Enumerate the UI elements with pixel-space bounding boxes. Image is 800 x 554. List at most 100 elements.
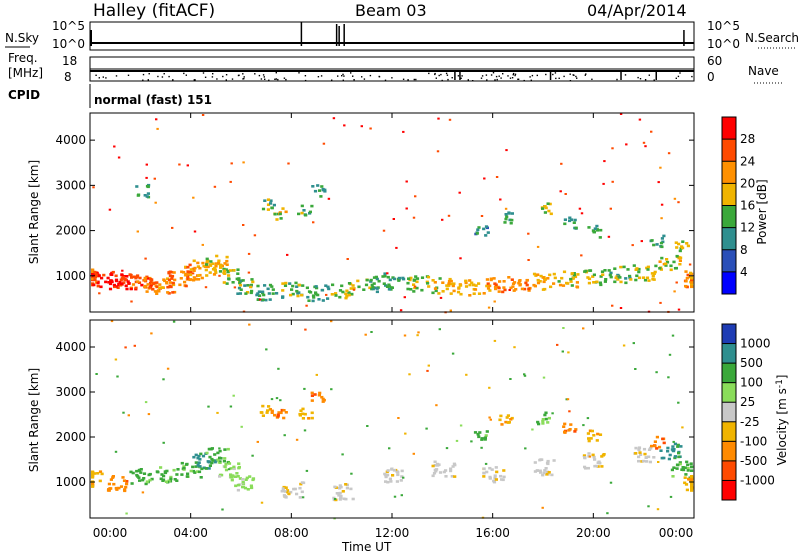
heatmap-cell <box>96 281 100 285</box>
cpid-mode: normal (fast) 151 <box>94 93 212 107</box>
heatmap-cell <box>223 465 227 469</box>
heatmap-cell <box>417 331 420 334</box>
heatmap-cell <box>464 281 468 285</box>
heatmap-cell <box>155 281 159 284</box>
heatmap-cell <box>232 269 236 272</box>
heatmap-cell <box>344 292 348 296</box>
heatmap-cell <box>129 470 133 474</box>
heatmap-cell <box>279 411 283 415</box>
heatmap-cell <box>122 479 127 482</box>
heatmap-cell <box>391 276 395 279</box>
nave-dot <box>500 77 502 79</box>
colorbar-segment <box>722 139 736 162</box>
heatmap-cell <box>653 444 657 448</box>
heatmap-cell <box>452 289 456 293</box>
heatmap-cell <box>681 246 685 250</box>
heatmap-cell <box>312 221 315 224</box>
colorbar-segment <box>722 363 736 384</box>
heatmap-cell <box>298 496 302 499</box>
heatmap-cell <box>320 288 324 292</box>
heatmap-cell <box>680 468 684 471</box>
heatmap-cell <box>449 467 453 471</box>
heatmap-cell <box>677 201 680 204</box>
heatmap-cell <box>459 284 463 287</box>
nave-dot <box>407 79 409 81</box>
heatmap-cell <box>626 268 630 271</box>
heatmap-cell <box>673 455 677 458</box>
heatmap-cell <box>165 469 169 473</box>
heatmap-cell <box>284 281 288 285</box>
nave-dot <box>384 79 387 81</box>
heatmap-cell <box>570 284 574 287</box>
heatmap-cell <box>685 242 689 245</box>
heatmap-cell <box>382 229 386 232</box>
heatmap-cell <box>634 278 638 282</box>
heatmap-cell <box>387 288 391 291</box>
power-colorbar: 28 24 20 16 12 8 4 <box>721 116 755 295</box>
heatmap-cell <box>197 461 201 464</box>
heatmap-cell <box>224 463 228 466</box>
nave-dot <box>304 75 307 77</box>
nave-dot <box>691 75 693 78</box>
heatmap-cell <box>453 463 457 467</box>
heatmap-cell <box>299 482 303 486</box>
heatmap-cell <box>563 222 567 226</box>
nave-dot <box>193 79 195 81</box>
heatmap-cell <box>505 416 509 419</box>
heatmap-cell <box>138 276 142 280</box>
heatmap-cell <box>482 467 486 470</box>
heatmap-cell <box>542 471 546 475</box>
heatmap-cell <box>145 163 148 166</box>
heatmap-cell <box>310 416 314 420</box>
freq-tick-top-left: 18 <box>62 54 77 68</box>
colorbar-frame <box>721 323 737 501</box>
heatmap-cell <box>574 226 578 230</box>
heatmap-cell <box>182 271 186 274</box>
heatmap-cell <box>546 459 550 463</box>
heatmap-cell <box>202 264 206 268</box>
heatmap-cell <box>135 473 139 477</box>
heatmap-cell <box>208 271 212 274</box>
heatmap-cell <box>502 280 506 283</box>
heatmap-cell <box>104 280 108 284</box>
heatmap-cell <box>196 464 200 467</box>
heatmap-cell <box>685 488 689 492</box>
heatmap-cell <box>228 269 233 272</box>
heatmap-cell <box>100 276 104 280</box>
heatmap-cell <box>137 193 141 197</box>
nave-dot <box>142 73 145 76</box>
heatmap-cell <box>201 261 205 265</box>
heatmap-cell <box>667 457 671 461</box>
heatmap-cell <box>269 199 273 202</box>
nave-dot <box>529 76 531 78</box>
heatmap-cell <box>582 327 585 330</box>
heatmap-cell <box>180 461 184 465</box>
heatmap-cell <box>558 283 563 287</box>
heatmap-cell <box>494 466 498 469</box>
heatmap-cell <box>678 461 682 464</box>
heatmap-cell <box>276 413 280 417</box>
heatmap-cell <box>598 433 603 436</box>
heatmap-cell <box>600 455 604 458</box>
heatmap-cell <box>675 254 679 258</box>
heatmap-cell <box>390 286 394 289</box>
heatmap-cell <box>599 283 603 287</box>
heatmap-cell <box>482 227 486 231</box>
nave-dot <box>624 74 627 76</box>
heatmap-cell <box>634 452 638 455</box>
nave-dot <box>502 73 504 75</box>
colorbar-tick-label: 100 <box>740 376 763 390</box>
heatmap-cell <box>438 328 441 331</box>
heatmap-cell <box>669 495 673 498</box>
heatmap-cell <box>386 275 390 279</box>
heatmap-cell <box>150 332 153 335</box>
heatmap-cell <box>120 273 124 276</box>
heatmap-cell <box>148 282 153 285</box>
heatmap-cell <box>186 265 190 269</box>
heatmap-cell <box>111 475 115 478</box>
heatmap-cell <box>573 218 577 222</box>
heatmap-cell <box>370 331 373 333</box>
y-tick-label: 4000 <box>55 133 86 147</box>
heatmap-cell <box>665 258 669 261</box>
colorbar-tick-label: -500 <box>740 454 767 468</box>
